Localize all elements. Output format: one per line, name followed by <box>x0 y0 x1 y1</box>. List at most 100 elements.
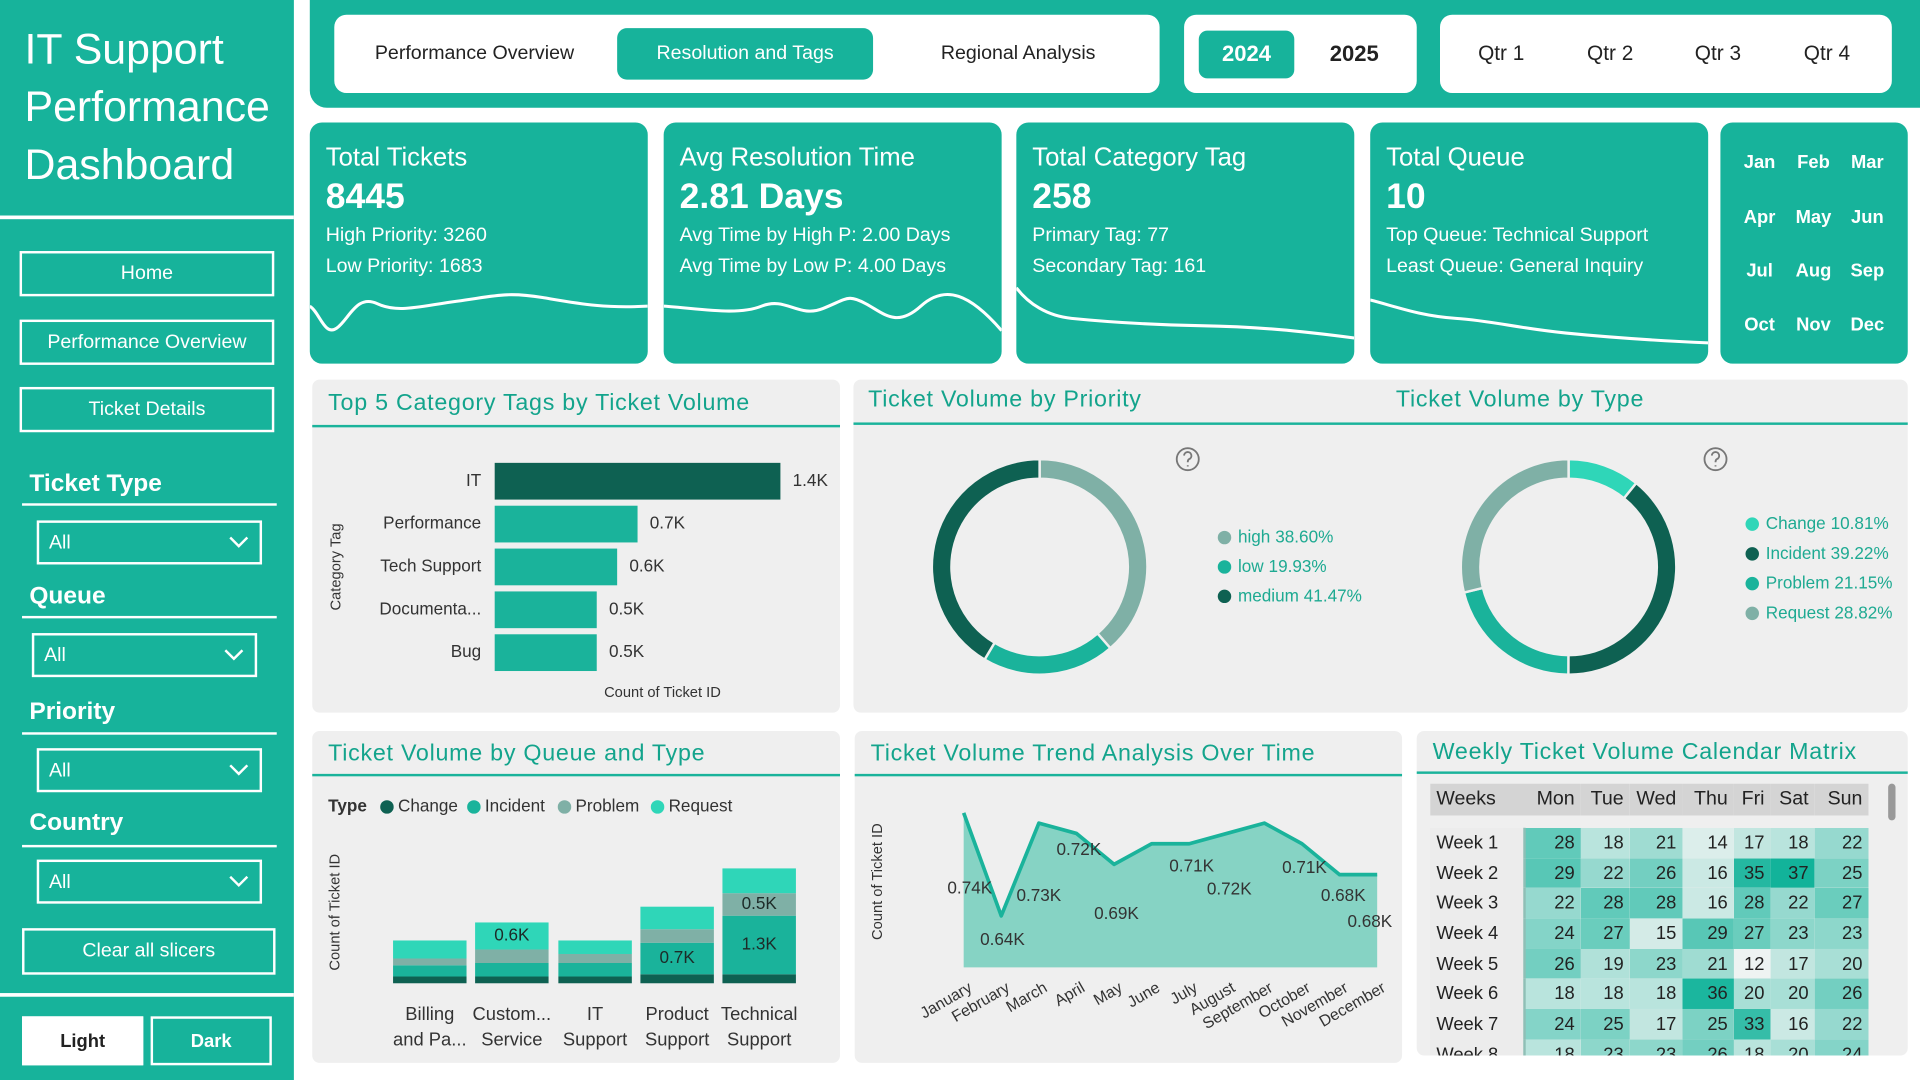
matrix-header-cell: Wed <box>1629 783 1683 828</box>
category-label: IT Support <box>562 1004 628 1051</box>
month-option[interactable]: Oct <box>1744 314 1775 335</box>
nav-button[interactable]: Home <box>19 251 275 297</box>
matrix-cell: 22 <box>1524 888 1581 919</box>
month-option[interactable]: Nov <box>1796 314 1831 335</box>
panel <box>854 731 1403 1063</box>
month-option[interactable]: Apr <box>1743 206 1776 228</box>
matrix-cell: 18 <box>1770 821 1815 858</box>
filter-label: Priority <box>29 697 116 725</box>
sidebar: IT Support Performance Dashboard Home Perf… <box>0 0 294 1080</box>
month-option[interactable]: Jul <box>1746 260 1773 282</box>
matrix-cell: 21 <box>1629 821 1683 858</box>
matrix-cell: 19 <box>1580 948 1630 979</box>
matrix-row: Week 7 24 25 17 25 33 16 22 <box>1430 1009 1869 1040</box>
month-option[interactable]: Aug <box>1795 260 1832 282</box>
month-option[interactable]: Sep <box>1850 260 1885 282</box>
quarter-option[interactable]: Qtr 3 <box>1694 41 1742 65</box>
month-option[interactable]: Jun <box>1851 206 1884 228</box>
matrix-cell: 29 <box>1524 857 1581 889</box>
matrix-cell: 17 <box>1733 821 1771 858</box>
category-label: Product Support <box>644 1004 710 1051</box>
theme-button[interactable]: Dark <box>150 1016 272 1066</box>
matrix-cell: 28 <box>1733 888 1771 919</box>
filter-label: Country <box>29 809 124 837</box>
dropdown[interactable]: All <box>31 633 258 678</box>
matrix-row: Week 5 26 19 23 21 12 17 20 <box>1430 948 1869 979</box>
chevron-icon <box>224 649 244 661</box>
matrix-cell: 18 <box>1629 978 1683 1010</box>
dropdown-value: All <box>48 871 71 893</box>
matrix-row: Week 8 18 23 23 26 18 20 24 <box>1430 1039 1869 1056</box>
matrix-cell: 16 <box>1682 857 1734 889</box>
year-option[interactable]: 2024 <box>1198 30 1295 79</box>
matrix-cell: 18 <box>1580 821 1630 858</box>
nav-button[interactable]: Performance Overview <box>19 319 275 365</box>
quarter-option[interactable]: Qtr 1 <box>1478 41 1525 65</box>
kpi-card: Avg Resolution Time 2.81 Days Avg Time by … <box>663 122 1002 364</box>
kpi-value: 258 <box>1032 177 1092 217</box>
kpi-detail: Top Queue: Technical Support <box>1386 225 1649 247</box>
panel-title: Ticket Volume by Type <box>1395 386 1645 413</box>
sparkline-area <box>1370 298 1709 345</box>
matrix-cell: 14 <box>1682 821 1734 858</box>
sparkline-area <box>663 292 1002 332</box>
clear-button[interactable]: Clear all slicers <box>22 928 276 975</box>
chevron <box>224 649 244 661</box>
matrix-cell: 23 <box>1814 918 1869 949</box>
matrix-cell: 15 <box>1629 918 1683 949</box>
kpi-detail: Low Priority: 1683 <box>325 255 483 277</box>
month-option[interactable]: May <box>1795 206 1832 228</box>
tab[interactable]: Resolution and Tags <box>617 28 874 80</box>
filter-divider <box>22 844 277 848</box>
matrix-header-cell: Thu <box>1682 783 1734 828</box>
panel-underline <box>1416 771 1908 774</box>
matrix-header-cell: Sun <box>1814 783 1869 828</box>
kpi-value: 2.81 Days <box>679 177 844 217</box>
sparkline <box>1370 298 1709 345</box>
quarter-option[interactable]: Qtr 4 <box>1803 41 1851 65</box>
panel-underline <box>854 773 1403 777</box>
matrix-cell: 23 <box>1580 1039 1630 1056</box>
theme-button[interactable]: Light <box>22 1016 144 1066</box>
kpi-detail: Primary Tag: 77 <box>1032 225 1170 247</box>
filter-label: Queue <box>29 582 106 610</box>
kpi-detail: Avg Time by Low P: 4.00 Days <box>679 255 947 277</box>
dropdown[interactable]: All <box>36 859 263 904</box>
matrix-row-label: Week 5 <box>1430 948 1526 979</box>
dropdown-value: All <box>44 645 66 667</box>
panel-underline <box>312 424 841 428</box>
matrix-cell: 33 <box>1733 1009 1771 1040</box>
month-option[interactable]: Dec <box>1850 314 1885 335</box>
month-option[interactable]: Mar <box>1851 151 1884 173</box>
matrix-row-label: Week 3 <box>1430 888 1526 919</box>
tab[interactable]: Regional Analysis <box>890 28 1147 80</box>
month-slicer: Jan Feb Mar Apr May Jun Jul Aug Sep Oct Nov Dec <box>1720 122 1908 364</box>
chevron-icon <box>229 764 249 776</box>
nav-button[interactable]: Ticket Details <box>19 386 275 433</box>
matrix-cell: 20 <box>1733 978 1771 1010</box>
matrix-row-label: Week 2 <box>1430 857 1526 889</box>
tab[interactable]: Performance Overview <box>346 28 603 80</box>
matrix-cell: 26 <box>1682 1039 1734 1056</box>
matrix-cell: 20 <box>1770 1039 1815 1056</box>
dropdown[interactable]: All <box>36 520 263 565</box>
panel-title: Top 5 Category Tags by Ticket Volume <box>328 390 750 417</box>
quarter-option[interactable]: Qtr 2 <box>1587 41 1634 65</box>
year-option[interactable]: 2025 <box>1306 30 1403 79</box>
month-option[interactable]: Jan <box>1743 151 1776 173</box>
chevron-icon <box>229 875 249 888</box>
panel-title: Ticket Volume Trend Analysis Over Time <box>870 740 1316 767</box>
panel-underline <box>853 422 1908 425</box>
year-slicer: 2024 2025 <box>1184 14 1417 94</box>
month-option[interactable]: Feb <box>1797 151 1830 173</box>
matrix-cell: 26 <box>1629 857 1683 889</box>
category-label: Custom... Service <box>472 1004 552 1051</box>
kpi-detail: Avg Time by High P: 2.00 Days <box>679 225 951 247</box>
dropdown[interactable]: All <box>36 748 263 793</box>
kpi-value: 8445 <box>325 177 405 217</box>
matrix-row-label: Week 1 <box>1430 821 1526 858</box>
filter-divider <box>22 615 277 619</box>
kpi-card: Total Tickets 8445 High Priority: 3260 Low … <box>309 122 648 364</box>
